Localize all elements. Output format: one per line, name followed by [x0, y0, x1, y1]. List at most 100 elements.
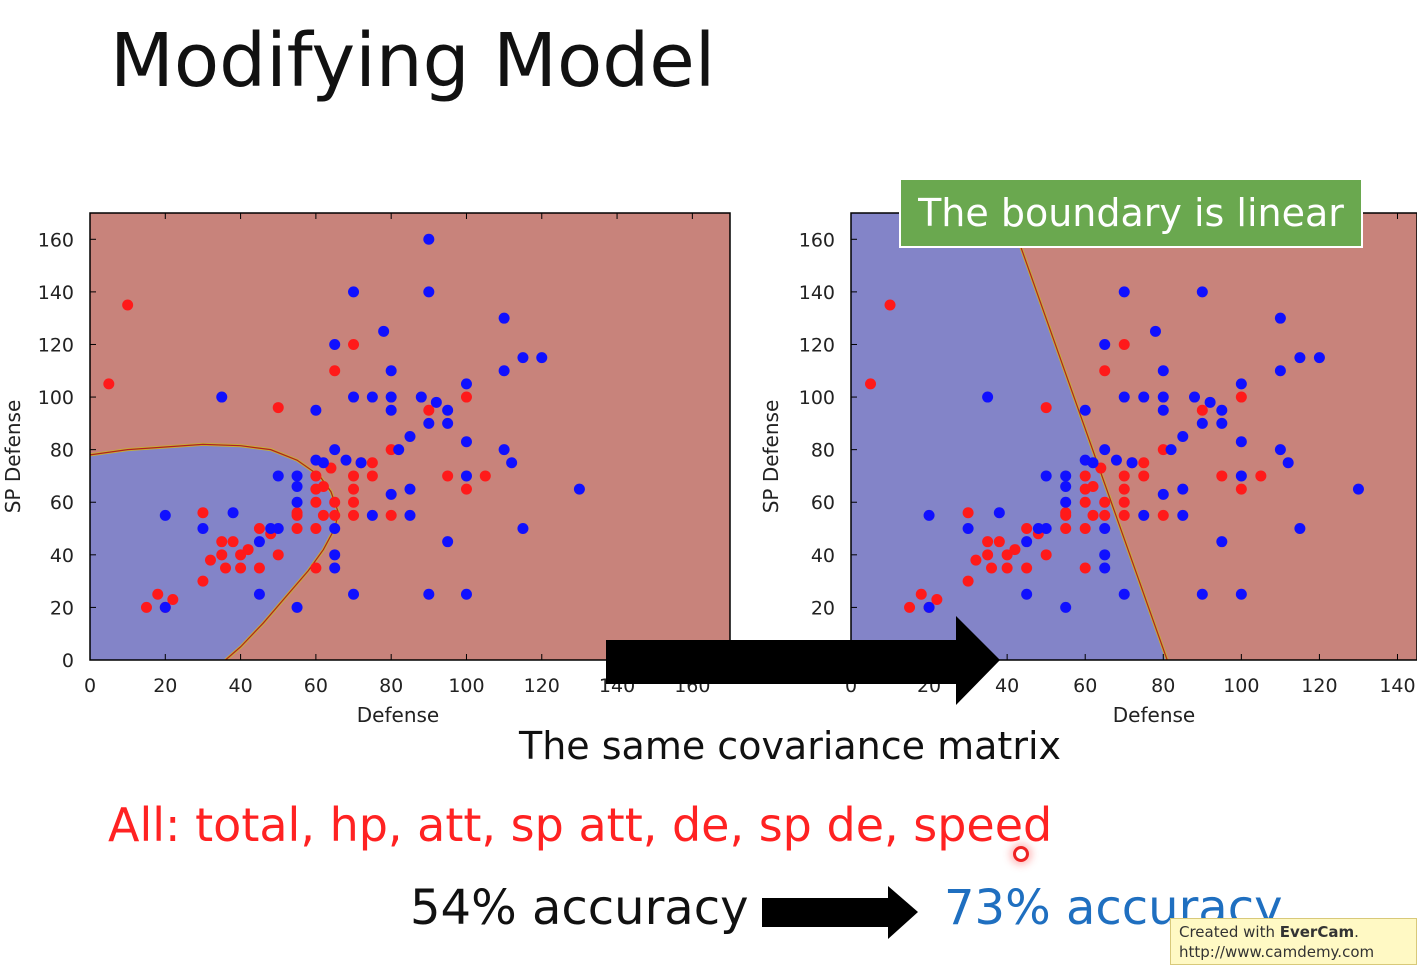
x-tick-label: 60 — [304, 675, 328, 697]
blue-data-point — [1216, 404, 1228, 416]
blue-data-point — [385, 365, 397, 377]
blue-class-region — [851, 213, 1168, 660]
x-tick-label: 40 — [995, 675, 1019, 697]
red-data-point — [1060, 507, 1072, 519]
blue-data-point — [1118, 286, 1130, 298]
red-data-point — [1099, 496, 1111, 508]
blue-data-point — [291, 480, 303, 492]
red-data-point — [167, 594, 179, 606]
red-data-point — [884, 299, 896, 311]
blue-data-point — [1157, 391, 1169, 403]
red-data-point — [1118, 483, 1130, 495]
blue-data-point — [498, 365, 510, 377]
y-tick-label: 120 — [799, 334, 835, 356]
blue-data-point — [366, 509, 378, 521]
y-tick-label: 40 — [811, 545, 835, 567]
red-data-point — [1216, 470, 1228, 482]
blue-data-point — [1177, 483, 1189, 495]
x-tick-label: 40 — [228, 675, 252, 697]
red-data-point — [1118, 509, 1130, 521]
x-axis-label: Defense — [1113, 703, 1195, 727]
blue-data-point — [460, 378, 472, 390]
red-data-point — [385, 444, 397, 456]
x-tick-label: 100 — [448, 675, 484, 697]
blue-data-point — [423, 588, 435, 600]
blue-data-point — [1177, 431, 1189, 442]
blue-data-point — [329, 562, 341, 574]
y-tick-label: 40 — [50, 545, 74, 567]
blue-data-point — [216, 391, 228, 403]
blue-data-point — [506, 457, 518, 469]
blue-data-point — [1126, 457, 1138, 469]
blue-data-point — [1099, 562, 1111, 574]
linear-boundary-callout: The boundary is linear — [899, 178, 1363, 248]
blue-data-point — [291, 496, 303, 508]
blue-data-point — [498, 444, 510, 456]
watermark-suffix: . — [1354, 923, 1359, 941]
red-data-point — [1138, 457, 1150, 469]
red-data-point — [291, 523, 303, 535]
red-data-point — [348, 509, 360, 521]
evercam-watermark: Created with EverCam. http://www.camdemy… — [1170, 918, 1417, 965]
blue-data-point — [1087, 457, 1099, 469]
red-data-point — [366, 457, 378, 469]
blue-data-point — [404, 509, 416, 521]
y-axis-label: SP Defense — [1, 400, 25, 514]
red-data-point — [962, 507, 974, 519]
red-data-point — [329, 509, 341, 521]
red-data-point — [272, 549, 284, 561]
red-data-point — [1255, 470, 1267, 482]
y-tick-label: 140 — [38, 282, 74, 304]
blue-data-point — [1294, 523, 1306, 535]
red-data-point — [1040, 549, 1052, 561]
blue-data-point — [227, 507, 239, 519]
x-tick-label: 80 — [379, 675, 403, 697]
y-tick-label: 140 — [799, 282, 835, 304]
blue-data-point — [460, 436, 472, 448]
watermark-prefix: Created with — [1179, 923, 1280, 941]
blue-data-point — [415, 391, 427, 403]
red-data-point — [993, 536, 1005, 548]
blue-data-point — [982, 391, 994, 403]
red-data-point — [253, 562, 265, 574]
blue-data-point — [385, 391, 397, 403]
y-tick-label: 20 — [811, 597, 835, 619]
red-data-point — [310, 496, 322, 508]
blue-data-point — [1196, 588, 1208, 600]
red-data-point — [1009, 544, 1021, 556]
red-data-point — [348, 496, 360, 508]
red-data-point — [1138, 470, 1150, 482]
x-tick-label: 0 — [84, 675, 96, 697]
y-tick-label: 100 — [38, 387, 74, 409]
blue-data-point — [1235, 436, 1247, 448]
red-data-point — [317, 509, 329, 521]
blue-data-point — [536, 352, 548, 364]
blue-data-point — [1099, 523, 1111, 535]
blue-data-point — [442, 536, 454, 548]
red-data-point — [220, 562, 232, 574]
red-data-point — [103, 378, 115, 390]
red-data-point — [197, 507, 209, 519]
red-data-point — [1021, 562, 1033, 574]
mouse-cursor-icon — [1013, 846, 1029, 862]
blue-data-point — [1157, 404, 1169, 416]
blue-data-point — [1313, 352, 1325, 364]
plot-area — [851, 213, 1417, 660]
red-data-point — [1235, 483, 1247, 495]
blue-data-point — [498, 312, 510, 324]
red-data-point — [1021, 523, 1033, 535]
red-data-point — [310, 562, 322, 574]
x-tick-label: 100 — [1223, 675, 1259, 697]
blue-data-point — [329, 444, 341, 456]
red-data-point — [1118, 470, 1130, 482]
blue-data-point — [1138, 391, 1150, 403]
red-data-point — [197, 575, 209, 587]
blue-data-point — [1118, 588, 1130, 600]
y-tick-label: 160 — [799, 229, 835, 251]
blue-data-point — [253, 588, 265, 600]
blue-data-point — [1021, 588, 1033, 600]
blue-data-point — [317, 457, 329, 469]
blue-data-point — [517, 352, 529, 364]
red-data-point — [1060, 523, 1072, 535]
decision-boundary-edge — [90, 443, 340, 660]
